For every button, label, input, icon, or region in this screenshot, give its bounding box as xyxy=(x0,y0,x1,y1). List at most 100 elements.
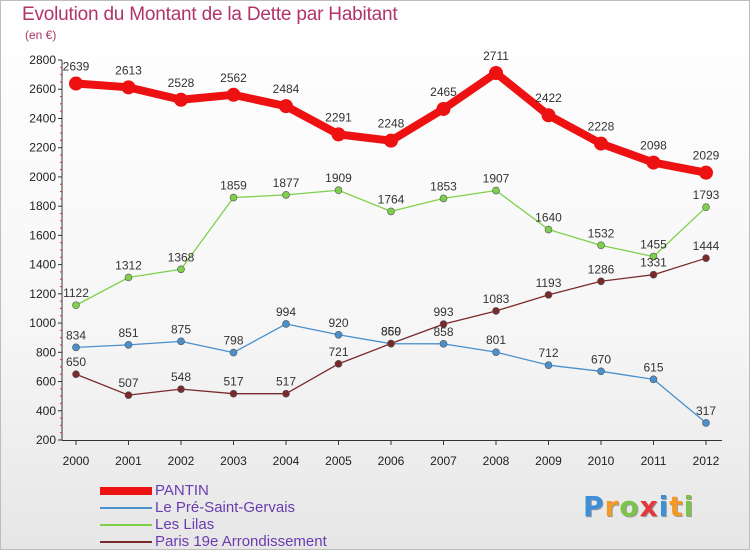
data-point xyxy=(334,330,343,339)
data-label: 2613 xyxy=(115,63,142,77)
data-label: 1331 xyxy=(640,256,667,270)
legend-label: PANTIN xyxy=(155,482,209,499)
data-label: 548 xyxy=(171,370,191,384)
proxiti-logo: Proxiti xyxy=(583,490,694,523)
data-label: 1907 xyxy=(483,172,510,186)
data-point xyxy=(544,361,553,369)
y-tick-label: 2200 xyxy=(29,141,56,155)
data-label: 2291 xyxy=(325,110,352,124)
data-point xyxy=(229,348,238,357)
data-label: 1312 xyxy=(115,258,142,272)
chart-title: Evolution du Montant de la Dette par Hab… xyxy=(22,4,398,25)
data-label: 650 xyxy=(66,355,86,369)
data-label: 2098 xyxy=(640,139,667,153)
data-label: 1444 xyxy=(693,239,720,253)
data-label: 670 xyxy=(591,352,611,366)
logo-letter: r xyxy=(604,490,620,523)
y-tick-label: 1600 xyxy=(29,228,56,242)
data-point xyxy=(597,241,605,250)
y-tick-label: 1000 xyxy=(29,316,56,330)
legend-label: Paris 19e Arrondissement xyxy=(155,533,327,550)
data-label: 712 xyxy=(538,346,558,360)
data-label: 1122 xyxy=(63,286,89,300)
y-tick-label: 2400 xyxy=(29,111,56,125)
x-tick-label: 2000 xyxy=(63,454,90,468)
data-point xyxy=(177,265,185,274)
data-label: 834 xyxy=(66,328,86,342)
data-label: 721 xyxy=(328,345,348,359)
logo-letter: o xyxy=(619,490,640,523)
data-label: 2562 xyxy=(220,71,247,85)
data-label: 507 xyxy=(118,376,138,390)
data-label: 801 xyxy=(486,333,506,347)
data-label: 858 xyxy=(433,325,453,339)
data-point xyxy=(387,207,395,216)
data-point xyxy=(177,385,185,393)
x-tick-label: 2005 xyxy=(325,454,352,468)
data-label: 317 xyxy=(696,404,716,418)
x-tick-label: 2004 xyxy=(273,454,300,468)
data-point xyxy=(331,127,346,142)
series-0 xyxy=(69,66,713,180)
y-tick-label: 200 xyxy=(36,433,56,447)
data-point xyxy=(541,108,556,123)
data-point xyxy=(492,348,500,356)
data-point xyxy=(597,367,605,376)
data-label: 875 xyxy=(171,322,191,336)
y-tick-label: 1200 xyxy=(29,287,56,301)
y-tick-label: 400 xyxy=(36,404,56,418)
data-label: 1909 xyxy=(325,171,352,185)
series-line xyxy=(75,189,707,306)
logo-letter: P xyxy=(583,490,605,523)
x-tick-label: 2011 xyxy=(641,454,667,468)
legend-swatch xyxy=(100,486,152,495)
series-2 xyxy=(72,186,710,310)
y-tick-label: 2800 xyxy=(29,53,56,67)
data-point xyxy=(229,193,238,202)
chart-subtitle: (en €) xyxy=(25,28,57,42)
data-point xyxy=(702,254,710,262)
data-label: 1793 xyxy=(693,188,720,202)
data-point xyxy=(124,273,133,282)
data-point xyxy=(646,155,661,170)
logo-letter: i xyxy=(683,490,695,523)
data-point xyxy=(702,203,710,211)
data-label: 1853 xyxy=(430,179,457,193)
x-tick-label: 2002 xyxy=(168,454,195,468)
data-label: 851 xyxy=(118,326,138,340)
legend-label: Le Pré-Saint-Gervais xyxy=(155,499,296,516)
data-label: 1640 xyxy=(535,211,562,225)
data-point xyxy=(492,307,500,315)
y-tick-label: 1400 xyxy=(29,258,56,272)
data-label: 993 xyxy=(433,305,453,319)
data-point xyxy=(282,389,290,398)
data-point xyxy=(649,252,658,261)
data-point xyxy=(436,101,451,116)
x-tick-label: 2003 xyxy=(220,454,247,468)
y-tick-label: 2000 xyxy=(29,170,56,184)
data-point xyxy=(174,92,188,107)
series-3 xyxy=(72,254,710,399)
data-point xyxy=(384,133,398,148)
data-label: 517 xyxy=(276,375,296,389)
data-label: 517 xyxy=(223,375,243,389)
data-label: 920 xyxy=(328,316,348,330)
data-point xyxy=(492,186,500,195)
data-label: 2484 xyxy=(273,82,300,96)
data-point xyxy=(699,165,713,180)
data-label: 1859 xyxy=(220,179,247,193)
data-label: 1455 xyxy=(640,238,667,252)
logo-letter: i xyxy=(658,490,670,523)
data-point xyxy=(597,277,605,286)
data-label: 2422 xyxy=(535,91,562,105)
logo-letter: x xyxy=(639,490,659,523)
data-label: 2029 xyxy=(693,149,720,163)
x-tick-label: 2007 xyxy=(430,454,457,468)
legend-label: Les Lilas xyxy=(155,516,215,533)
data-label: 2228 xyxy=(588,120,615,134)
x-tick-label: 2001 xyxy=(115,454,142,468)
data-point xyxy=(334,360,343,368)
data-label: 860 xyxy=(381,325,401,339)
legend-swatch xyxy=(100,523,152,526)
data-label: 2639 xyxy=(63,60,90,74)
